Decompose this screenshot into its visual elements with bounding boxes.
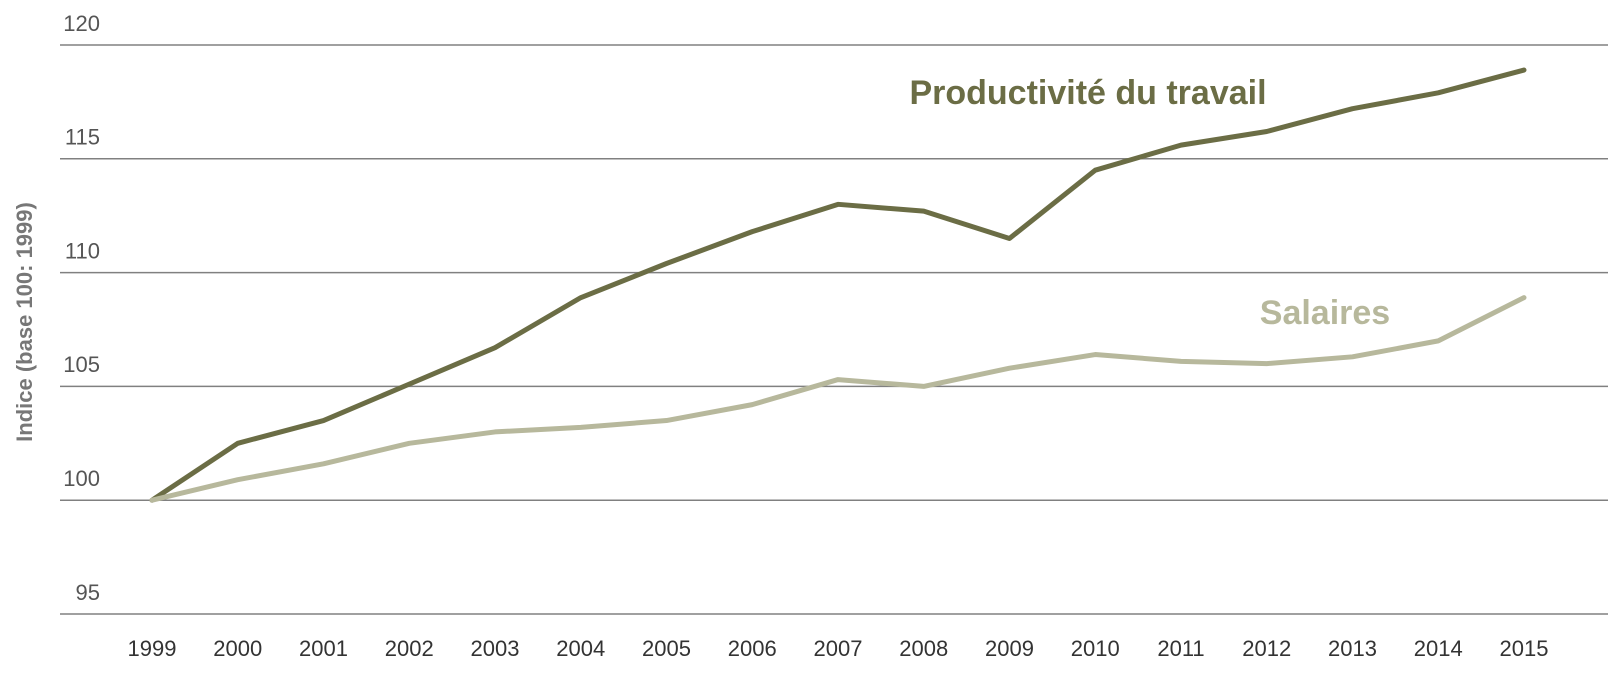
x-tick-label: 2003 (471, 636, 520, 661)
series-label: Productivité du travail (909, 74, 1266, 112)
y-tick-label: 115 (65, 125, 100, 150)
y-tick-label: 100 (63, 466, 100, 491)
x-tick-label: 2011 (1157, 636, 1204, 661)
x-tick-label: 2001 (299, 636, 348, 661)
series-line (149, 295, 1527, 503)
x-tick-label: 2014 (1414, 636, 1463, 661)
x-tick-label: 2009 (985, 636, 1034, 661)
x-tick-label: 2015 (1500, 636, 1549, 661)
x-tick-label: 2004 (556, 636, 605, 661)
x-tick-label: 2008 (899, 636, 948, 661)
x-tick-label: 2013 (1328, 636, 1377, 661)
y-tick-label: 95 (76, 580, 100, 605)
x-tick-label: 2000 (213, 636, 262, 661)
x-tick-label: 2005 (642, 636, 691, 661)
y-tick-label: 120 (63, 11, 100, 36)
x-tick-label: 2006 (728, 636, 777, 661)
x-tick-label: 2002 (385, 636, 434, 661)
y-tick-label: 110 (65, 238, 100, 263)
y-axis-label: Indice (base 100: 1999) (12, 202, 37, 442)
x-tick-label: 2012 (1242, 636, 1291, 661)
x-tick-label: 2010 (1071, 636, 1120, 661)
x-tick-label: 1999 (128, 636, 177, 661)
x-tick-label: 2007 (814, 636, 863, 661)
series-label: Salaires (1260, 294, 1390, 332)
y-tick-label: 105 (63, 352, 100, 377)
series-line (149, 67, 1527, 503)
